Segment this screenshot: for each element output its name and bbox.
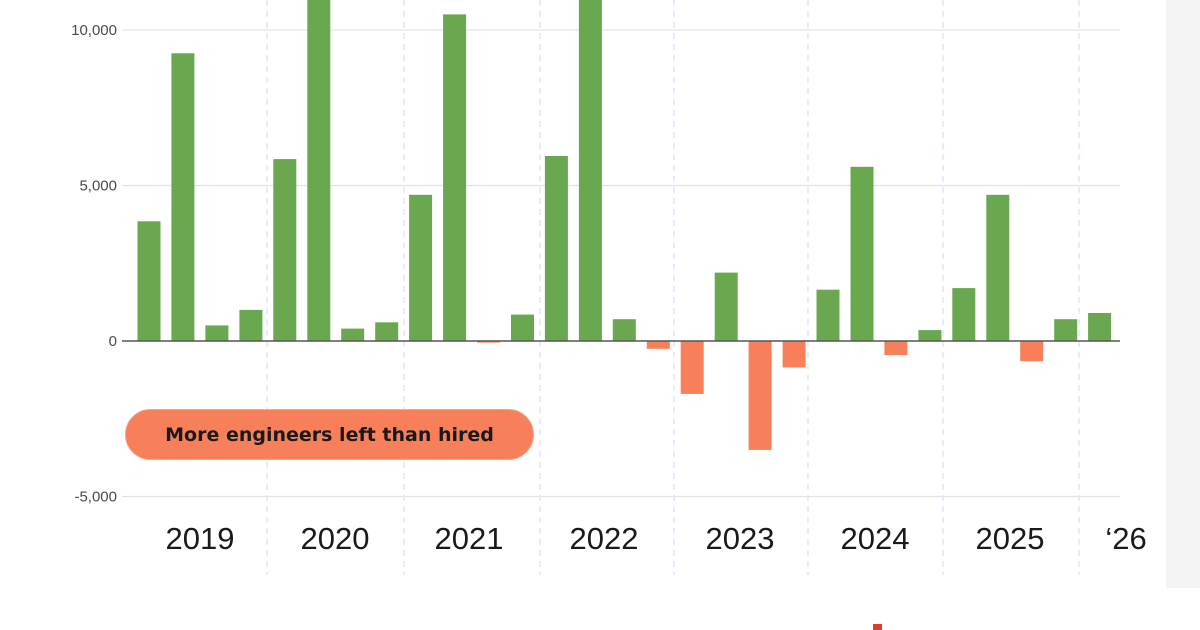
bar-positive	[137, 221, 161, 341]
y-tick-label: 0	[109, 333, 117, 350]
right-edge-strip	[1166, 0, 1200, 588]
bar-positive	[239, 309, 263, 341]
x-axis-year-label: ‘26	[1105, 521, 1146, 556]
bar-positive	[714, 272, 738, 341]
bar-positive	[952, 288, 976, 341]
bar-positive	[409, 194, 433, 341]
x-axis-year-label: 2022	[570, 521, 639, 556]
bar-negative	[782, 341, 806, 368]
bar-positive	[443, 14, 467, 342]
x-axis-year-label: 2025	[976, 521, 1045, 556]
y-tick-label: 5,000	[79, 178, 117, 195]
bar-positive	[544, 156, 568, 341]
bar-negative	[680, 341, 704, 394]
bar-negative	[646, 341, 670, 349]
bar-positive	[307, 0, 331, 341]
bar-positive	[986, 194, 1010, 341]
x-axis-year-label: 2021	[435, 521, 504, 556]
bar-positive	[375, 322, 399, 341]
bar-positive	[578, 0, 602, 341]
bar-positive	[850, 166, 874, 341]
y-tick-label: -5,000	[74, 489, 117, 506]
bar-negative	[477, 341, 500, 343]
x-axis-year-label: 2023	[706, 521, 775, 556]
bar-positive	[273, 159, 297, 341]
bar-positive	[205, 325, 229, 341]
bar-positive	[511, 314, 534, 341]
red-mark	[873, 624, 882, 630]
x-axis-year-label: 2020	[301, 521, 370, 556]
x-axis-year-label: 2019	[166, 521, 235, 556]
bar-positive	[171, 53, 195, 342]
bar-negative	[884, 341, 908, 355]
bar-positive	[341, 328, 365, 341]
bar-positive	[1054, 319, 1078, 341]
bar-positive	[816, 289, 840, 341]
bar-positive	[612, 319, 636, 341]
bar-negative	[748, 341, 772, 450]
x-axis-year-label: 2024	[841, 521, 910, 556]
bar-positive	[918, 330, 942, 341]
y-tick-label: 10,000	[71, 22, 117, 39]
bar-positive	[1088, 313, 1112, 341]
bar-negative	[1020, 341, 1044, 362]
annotation-badge: More engineers left than hired	[125, 409, 534, 460]
